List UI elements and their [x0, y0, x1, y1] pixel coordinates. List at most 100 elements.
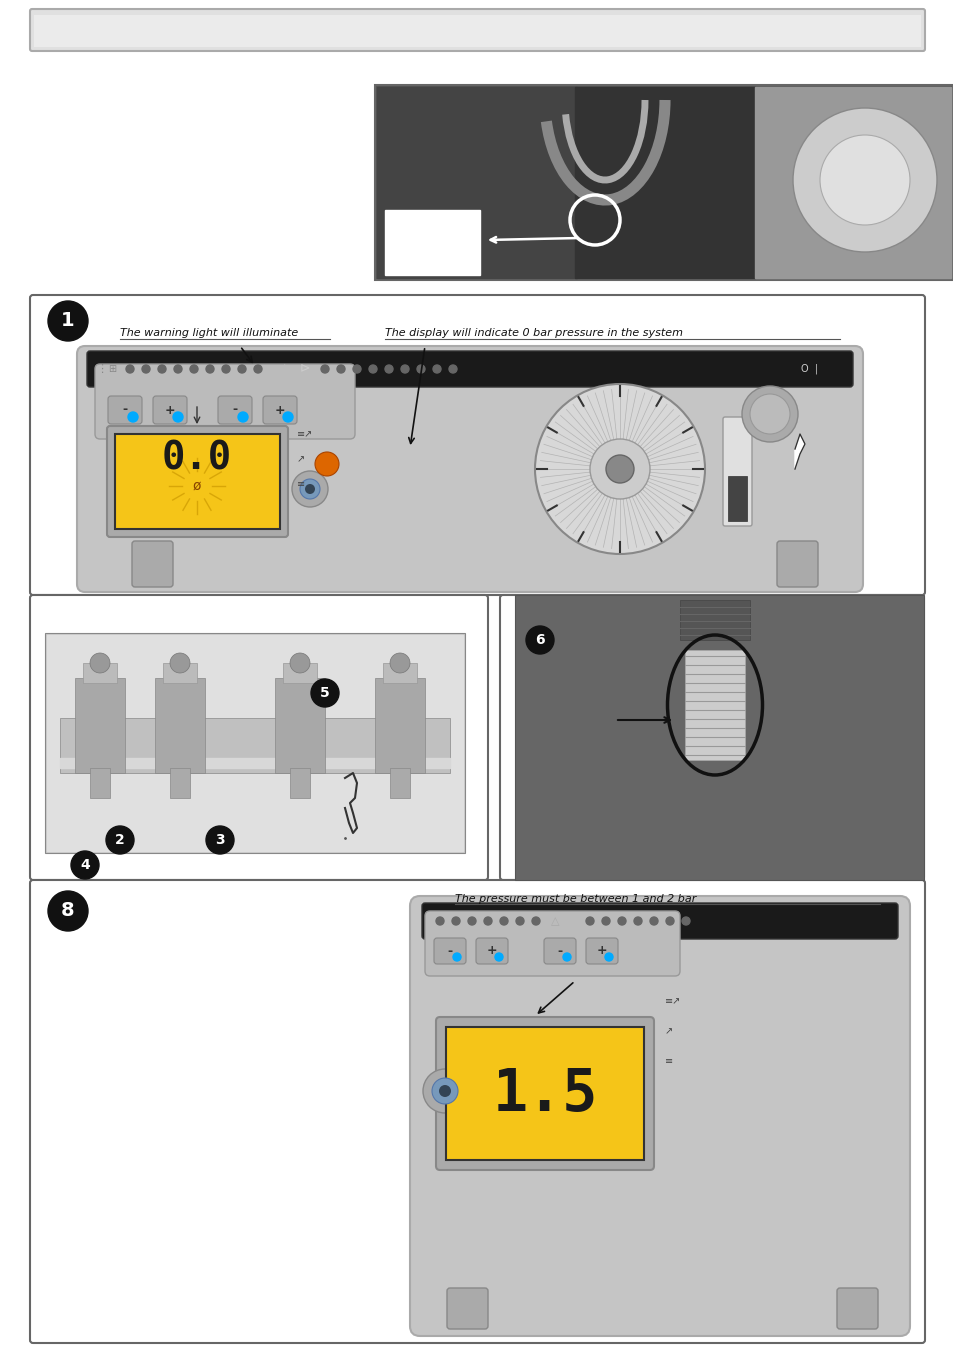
Circle shape [433, 365, 440, 373]
Text: ↗: ↗ [664, 1025, 673, 1036]
Circle shape [400, 365, 409, 373]
FancyBboxPatch shape [410, 896, 909, 1336]
Text: 0.0: 0.0 [162, 440, 232, 478]
Circle shape [618, 917, 625, 925]
Text: 3: 3 [215, 834, 225, 847]
FancyBboxPatch shape [30, 880, 924, 1343]
Circle shape [605, 455, 634, 484]
Text: ⊳: ⊳ [299, 362, 310, 376]
Text: -: - [233, 404, 237, 416]
Circle shape [604, 952, 613, 961]
Bar [727, 476, 746, 521]
Circle shape [525, 626, 554, 654]
Circle shape [516, 917, 523, 925]
Bar [45, 634, 464, 852]
Circle shape [106, 825, 133, 854]
Circle shape [253, 365, 262, 373]
Circle shape [749, 394, 789, 434]
Text: The pressure must be between 1 and 2 bar: The pressure must be between 1 and 2 bar [455, 894, 696, 904]
Circle shape [585, 917, 594, 925]
Circle shape [172, 412, 183, 422]
Text: 1.5: 1.5 [492, 1066, 598, 1123]
Circle shape [453, 952, 460, 961]
Bar [382, 663, 416, 684]
Bar [90, 354, 849, 384]
Text: 6: 6 [535, 634, 544, 647]
Circle shape [665, 917, 673, 925]
Bar [90, 767, 110, 798]
Circle shape [158, 365, 166, 373]
Bar [75, 678, 125, 773]
FancyBboxPatch shape [447, 1288, 488, 1329]
Circle shape [468, 917, 476, 925]
Text: 4: 4 [80, 858, 90, 871]
Circle shape [532, 917, 539, 925]
Text: -: - [122, 404, 128, 416]
FancyBboxPatch shape [77, 346, 862, 592]
Bar [375, 678, 424, 773]
Circle shape [792, 108, 936, 253]
Circle shape [416, 365, 424, 373]
Bar [376, 86, 577, 278]
Bar [274, 678, 325, 773]
FancyBboxPatch shape [446, 1027, 643, 1161]
Text: ≡↗: ≡↗ [664, 996, 680, 1006]
Bar [163, 663, 196, 684]
Text: ≡↗: ≡↗ [296, 430, 313, 439]
Circle shape [170, 653, 190, 673]
Circle shape [369, 365, 376, 373]
Circle shape [385, 365, 393, 373]
Circle shape [499, 917, 507, 925]
Text: -: - [557, 944, 562, 958]
Bar [154, 678, 205, 773]
Text: ⊞: ⊞ [108, 363, 116, 374]
Circle shape [452, 917, 459, 925]
Circle shape [237, 412, 248, 422]
Text: △: △ [550, 916, 558, 925]
Circle shape [190, 365, 198, 373]
Circle shape [311, 680, 338, 707]
Bar [684, 650, 744, 761]
Text: 2: 2 [115, 834, 125, 847]
FancyBboxPatch shape [476, 938, 507, 965]
FancyBboxPatch shape [424, 911, 679, 975]
Circle shape [71, 851, 99, 880]
Circle shape [222, 365, 230, 373]
Text: ø: ø [193, 480, 201, 493]
FancyBboxPatch shape [434, 938, 465, 965]
FancyBboxPatch shape [836, 1288, 877, 1329]
Circle shape [336, 365, 345, 373]
Circle shape [299, 480, 319, 499]
Circle shape [206, 825, 233, 854]
Circle shape [126, 365, 133, 373]
Text: +: + [274, 404, 285, 416]
Bar [47, 635, 462, 851]
Circle shape [649, 917, 658, 925]
Circle shape [206, 365, 213, 373]
FancyBboxPatch shape [108, 396, 142, 424]
FancyBboxPatch shape [776, 540, 817, 586]
Circle shape [681, 917, 689, 925]
Circle shape [483, 917, 492, 925]
Circle shape [290, 653, 310, 673]
Text: ≡: ≡ [296, 480, 305, 489]
Text: △: △ [280, 362, 290, 376]
Text: 1: 1 [61, 312, 74, 331]
Circle shape [422, 1069, 467, 1113]
FancyBboxPatch shape [421, 902, 897, 939]
FancyBboxPatch shape [30, 295, 924, 594]
FancyBboxPatch shape [263, 396, 296, 424]
Circle shape [48, 892, 88, 931]
FancyBboxPatch shape [722, 417, 751, 526]
Text: +: + [165, 404, 175, 416]
Circle shape [292, 471, 328, 507]
FancyBboxPatch shape [543, 938, 576, 965]
Circle shape [48, 301, 88, 340]
Circle shape [495, 952, 502, 961]
FancyBboxPatch shape [152, 396, 187, 424]
Circle shape [535, 384, 704, 554]
FancyBboxPatch shape [436, 1017, 654, 1170]
Bar [170, 767, 190, 798]
Text: ⊳: ⊳ [567, 915, 578, 928]
Bar [283, 663, 316, 684]
